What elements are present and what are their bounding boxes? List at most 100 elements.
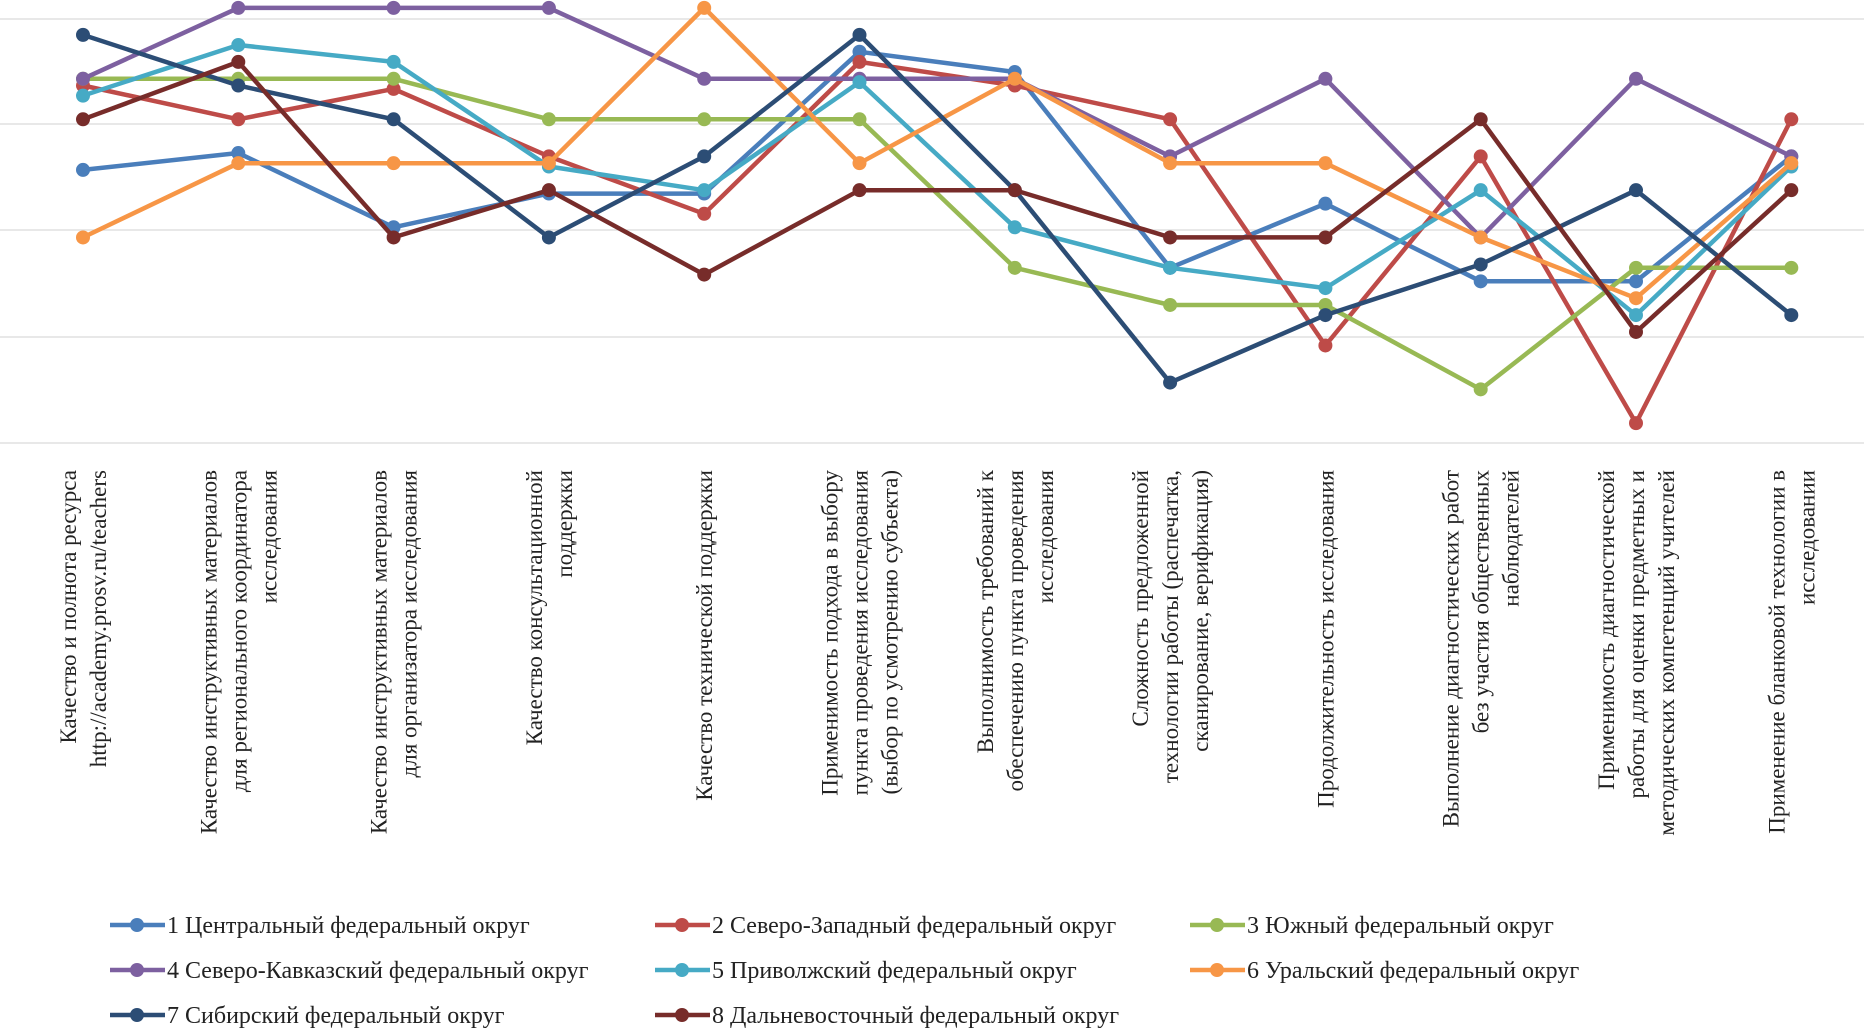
legend-label: 3 Южный федеральный округ (1247, 913, 1554, 939)
data-point (1629, 260, 1643, 275)
legend-item-6: 6 Уральский федеральный округ (1190, 958, 1579, 984)
category-label: Применимость диагностической работы для о… (1594, 470, 1679, 836)
data-point (76, 88, 90, 103)
category-label-line: работы для оценки предметных и (1624, 470, 1649, 798)
legend-swatch-marker (675, 963, 689, 977)
data-point (231, 78, 246, 93)
data-point (1163, 230, 1178, 245)
category-label-line: исследования (1033, 470, 1058, 604)
series-line (82, 59, 1794, 426)
data-point (1473, 149, 1488, 164)
data-point (1163, 260, 1178, 275)
data-point (1163, 375, 1178, 390)
category-label-line: без участия общественных (1469, 470, 1494, 734)
gridlines (0, 18, 1864, 444)
data-point (1007, 260, 1022, 275)
legend: 1 Центральный федеральный округ 2 Северо-… (110, 913, 1579, 1029)
data-point (231, 38, 246, 53)
data-point (386, 230, 401, 245)
data-point (697, 112, 712, 127)
category-label-line: Применение бланковой технологии в (1764, 470, 1789, 834)
category-label-line: сканирование, верификация) (1188, 470, 1213, 752)
series-1 (76, 44, 1799, 289)
data-point (1163, 297, 1178, 312)
data-point (1473, 230, 1488, 245)
category-label-line: (выбор по усмотрению субъекта) (878, 470, 903, 794)
data-point (76, 112, 90, 127)
data-point (1318, 156, 1333, 171)
legend-item-5: 5 Приволжский федеральный округ (655, 958, 1077, 984)
data-point (1629, 274, 1643, 289)
legend-label: 6 Уральский федеральный округ (1247, 958, 1579, 984)
category-label-line: для организатора исследования (397, 470, 422, 778)
series-7 (76, 27, 1799, 390)
legend-swatch-marker (675, 918, 689, 932)
data-point (1318, 71, 1333, 86)
data-point (1318, 230, 1333, 245)
category-label-line: пункта проведения исследования (848, 470, 873, 796)
data-point (697, 149, 712, 164)
legend-item-8: 8 Дальневосточный федеральный округ (655, 1003, 1119, 1029)
data-point (1629, 324, 1643, 339)
category-label-line: для регионального координатора (226, 470, 251, 792)
data-point (1629, 291, 1643, 306)
data-point (541, 156, 556, 171)
category-label-line: обеспечению пункта проведения (1003, 470, 1028, 792)
data-point (1784, 260, 1799, 275)
legend-label: 2 Северо-Западный федеральный округ (712, 913, 1116, 939)
category-label: Продолжительность исследования (1313, 470, 1338, 808)
data-point (1473, 183, 1488, 198)
legend-label: 5 Приволжский федеральный округ (712, 958, 1077, 984)
data-point (1473, 257, 1488, 272)
data-point (76, 71, 90, 86)
category-label-line: исследовании (1794, 470, 1819, 605)
data-point (1629, 183, 1643, 198)
category-label: Выполнение диагностических работ без учас… (1439, 470, 1524, 828)
legend-swatch-marker (1210, 963, 1224, 977)
category-label: Применимость подхода в выбору пункта пров… (818, 470, 903, 796)
series-layer (76, 0, 1799, 431)
data-point (697, 183, 712, 198)
data-point (541, 183, 556, 198)
data-point (1784, 112, 1799, 127)
data-point (852, 75, 867, 90)
data-point (1784, 308, 1799, 323)
series-line (82, 42, 1793, 318)
data-point (1318, 281, 1333, 296)
category-label-line: Выполнимость требований к (973, 469, 998, 753)
category-label-line: технологии работы (распечатка, (1158, 470, 1183, 783)
data-point (1473, 382, 1488, 397)
category-label: Выполнимость требований к обеспечению пун… (973, 469, 1058, 791)
data-point (1007, 220, 1022, 235)
series-3 (76, 71, 1799, 397)
category-label-line: Качество инструктивных материалов (196, 470, 221, 834)
data-point (1784, 156, 1799, 171)
data-point (1629, 71, 1643, 86)
data-point (76, 230, 90, 245)
legend-label: 1 Центральный федеральный округ (167, 913, 530, 939)
legend-item-1: 1 Центральный федеральный округ (110, 913, 530, 939)
data-point (697, 206, 712, 221)
category-label: Качество и полнота ресурса http://academy… (56, 470, 111, 767)
legend-swatch-marker (1210, 918, 1224, 932)
data-point (231, 112, 246, 127)
data-point (386, 112, 401, 127)
category-label-line: методических компетенций учителей (1654, 470, 1679, 836)
data-point (1473, 274, 1488, 289)
data-point (1629, 416, 1643, 431)
data-point (697, 71, 712, 86)
legend-item-7: 7 Сибирский федеральный округ (110, 1003, 505, 1029)
data-point (1163, 156, 1178, 171)
data-point (852, 183, 867, 198)
legend-label: 8 Дальневосточный федеральный округ (712, 1003, 1119, 1029)
series-line (83, 76, 1792, 392)
data-point (541, 230, 556, 245)
data-point (1318, 308, 1333, 323)
data-point (852, 112, 867, 127)
legend-swatch-marker (130, 963, 144, 977)
category-label: Качество инструктивных материалов для рег… (196, 470, 281, 835)
data-point (231, 54, 246, 69)
category-label-line: Качество и полнота ресурса (56, 470, 81, 744)
legend-label: 4 Северо-Кавказский федеральный округ (167, 958, 589, 984)
data-point (1163, 112, 1178, 127)
